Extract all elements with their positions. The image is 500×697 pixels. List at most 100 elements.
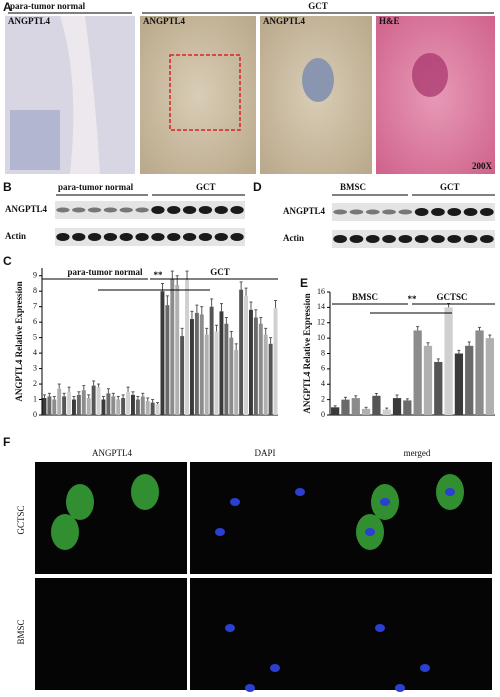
bar [434, 361, 443, 415]
row-label: Actin [5, 231, 26, 241]
bar [175, 285, 180, 415]
band [103, 233, 118, 241]
bar [351, 398, 360, 415]
bar [465, 345, 474, 415]
band [349, 209, 364, 215]
blot-strip [55, 228, 245, 246]
nucleus [230, 498, 240, 506]
tissue [10, 110, 60, 170]
band [382, 209, 396, 215]
band [431, 235, 445, 243]
band [56, 207, 70, 213]
bar [71, 399, 76, 415]
band [182, 206, 197, 214]
y-tick-label: 8 [321, 348, 325, 357]
band [87, 207, 102, 213]
bar [403, 400, 412, 415]
bar [234, 350, 239, 415]
band [151, 206, 165, 214]
band [214, 206, 228, 214]
row-label: Actin [283, 233, 304, 243]
bar [485, 338, 494, 415]
y-tick-label: 7 [33, 302, 37, 311]
magnification: 200X [472, 161, 493, 171]
band [480, 208, 494, 216]
bar [268, 343, 273, 415]
row-label: ANGPTL4 [283, 206, 326, 216]
band [365, 209, 380, 215]
bar [67, 391, 72, 415]
bar [150, 402, 155, 415]
y-axis-label: ANGPTL4 Relative Expression [302, 293, 312, 413]
blot-strip [332, 230, 495, 248]
nucleus [215, 528, 225, 536]
band [56, 233, 70, 241]
tissue [60, 16, 100, 174]
nucleus [395, 684, 405, 692]
stain-label: ANGPTL4 [8, 16, 51, 26]
y-tick-label: 10 [317, 333, 325, 342]
band [72, 207, 86, 213]
group-label: para-tumor normal [58, 182, 134, 192]
chart: 0 1 2 3 4 5 6 7 8 9 ANGPTL4 Relative Expression par… [14, 267, 278, 419]
zoom-box [169, 54, 241, 131]
y-tick-label: 0 [321, 410, 325, 419]
band [119, 233, 133, 241]
bar [91, 385, 96, 415]
y-tick-label: 1 [33, 394, 37, 403]
bar [106, 393, 111, 415]
bar [165, 305, 170, 415]
panel-letter: C [3, 254, 12, 268]
nucleus [375, 624, 385, 632]
bar [47, 396, 52, 415]
column-label: DAPI [254, 448, 275, 458]
fluorescence-image [190, 578, 342, 690]
annotation: GCTSC [436, 292, 467, 302]
band [230, 233, 244, 241]
bar [155, 404, 160, 415]
cell [412, 53, 448, 97]
bar [121, 397, 126, 415]
nucleus [445, 488, 455, 496]
y-tick-label: 14 [317, 302, 325, 311]
bar [258, 323, 263, 415]
bar [444, 307, 453, 415]
band [87, 233, 102, 241]
band [398, 209, 413, 215]
bar [86, 397, 91, 415]
blot-strip [332, 203, 495, 221]
band [414, 235, 429, 243]
y-tick-label: 5 [33, 332, 37, 341]
bar [170, 278, 175, 415]
bar [248, 309, 253, 415]
band [182, 233, 197, 241]
bar [189, 319, 194, 415]
bar [185, 280, 190, 415]
bar [454, 353, 464, 415]
panel-letter: A [3, 0, 12, 14]
band [103, 207, 118, 213]
band [167, 206, 181, 214]
bar [81, 390, 86, 415]
band [135, 233, 149, 241]
y-tick-label: 9 [33, 271, 37, 280]
band [398, 235, 413, 243]
bar [244, 295, 249, 415]
band [382, 235, 396, 243]
column-label: merged [404, 448, 431, 458]
stain-label: H&E [379, 16, 400, 26]
band [447, 235, 462, 243]
y-tick-label: 12 [317, 318, 325, 327]
bar [96, 387, 101, 415]
nucleus [225, 624, 235, 632]
bar [62, 396, 67, 415]
blot-strip [55, 201, 245, 219]
bar [204, 334, 209, 415]
cell-stain [131, 474, 159, 510]
bar [253, 317, 258, 415]
bar [214, 331, 219, 415]
fluorescence-image [35, 578, 187, 690]
nucleus [365, 528, 375, 536]
panel-letter: D [253, 180, 262, 194]
